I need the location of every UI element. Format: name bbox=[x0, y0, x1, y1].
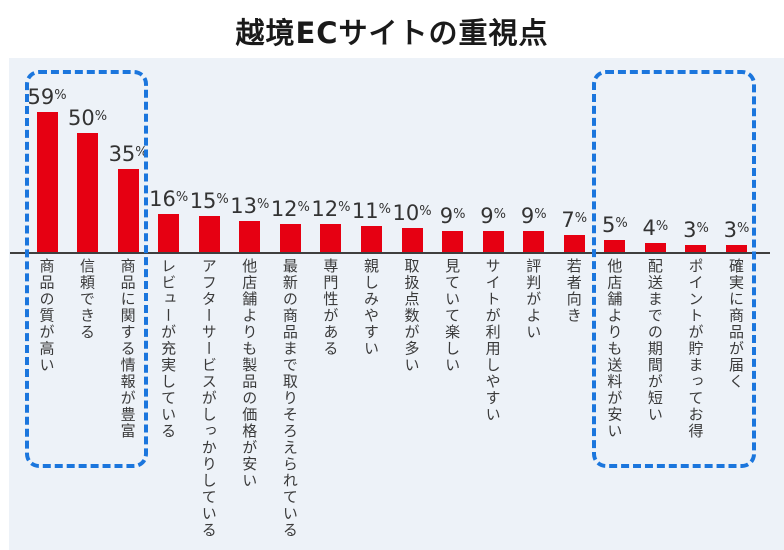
bar-value-number: 59 bbox=[27, 85, 55, 109]
category-label: 商品に関する情報が豊富 bbox=[118, 258, 137, 440]
percent-sign: % bbox=[534, 207, 547, 222]
category-label: 取扱点数が多い bbox=[402, 258, 421, 374]
bar-value-label: 16% bbox=[141, 189, 197, 210]
percent-sign: % bbox=[696, 221, 709, 236]
bar-value-label: 12% bbox=[303, 199, 359, 220]
bar bbox=[726, 245, 748, 252]
bar-value-number: 10 bbox=[392, 201, 420, 225]
category-label: 専門性がある bbox=[321, 258, 340, 357]
category-label: サイトが利用しやすい bbox=[483, 258, 502, 423]
chart-plot-area bbox=[9, 58, 784, 550]
bar-value-number: 4 bbox=[642, 216, 656, 240]
bar-value-number: 9 bbox=[480, 204, 494, 228]
bar bbox=[36, 112, 58, 252]
bar-value-label: 59% bbox=[19, 87, 75, 108]
bar-value-label: 7% bbox=[546, 210, 602, 231]
category-label: 評判がよい bbox=[524, 258, 543, 341]
percent-sign: % bbox=[574, 211, 588, 226]
percent-sign: % bbox=[493, 207, 507, 222]
bar-value-label: 3% bbox=[668, 220, 724, 241]
category-label: 見ていて楽しい bbox=[443, 258, 462, 374]
bar bbox=[563, 235, 585, 252]
percent-sign: % bbox=[256, 197, 270, 212]
bar bbox=[320, 224, 342, 252]
bar-value-number: 3 bbox=[723, 218, 738, 242]
bar-value-number: 12 bbox=[311, 197, 339, 221]
bar-value-number: 35 bbox=[108, 142, 136, 166]
category-label: 配送までの期間が短い bbox=[645, 258, 664, 423]
category-label: 商品の質が高い bbox=[37, 258, 56, 374]
category-label: 確実に商品が届く bbox=[727, 258, 746, 390]
percent-sign: % bbox=[655, 219, 669, 234]
bar-value-label: 9% bbox=[465, 206, 521, 227]
category-label: アフターサービスがしっかりしている bbox=[199, 258, 218, 539]
bar-value-label: 50% bbox=[60, 108, 116, 129]
bar bbox=[279, 224, 301, 252]
category-label: 最新の商品まで取りそろえられている bbox=[280, 258, 299, 539]
bar-value-number: 3 bbox=[683, 218, 697, 242]
percent-sign: % bbox=[54, 88, 67, 103]
percent-sign: % bbox=[453, 207, 466, 222]
bar-value-label: 9% bbox=[425, 206, 481, 227]
bar bbox=[239, 221, 261, 252]
bar-value-label: 35% bbox=[100, 144, 156, 165]
bar-value-label: 5% bbox=[587, 215, 643, 236]
bar bbox=[442, 231, 464, 252]
bar-value-label: 4% bbox=[627, 218, 683, 239]
bar bbox=[482, 231, 504, 252]
category-label: ポイントが貯まってお得 bbox=[686, 258, 705, 440]
bar-value-label: 12% bbox=[262, 199, 318, 220]
bar-value-label: 3% bbox=[709, 220, 765, 241]
bar bbox=[685, 245, 707, 252]
bar bbox=[523, 231, 545, 252]
bar bbox=[77, 133, 99, 252]
bar-value-label: 13% bbox=[222, 196, 278, 217]
bar bbox=[158, 214, 180, 252]
category-label: 信頼できる bbox=[78, 258, 97, 341]
category-label: 親しみやすい bbox=[361, 258, 380, 357]
bar bbox=[117, 169, 139, 252]
bar-value-number: 13 bbox=[230, 194, 257, 218]
percent-sign: % bbox=[297, 200, 310, 215]
percent-sign: % bbox=[419, 204, 432, 219]
bar-value-label: 10% bbox=[384, 203, 440, 224]
bar-value-number: 7 bbox=[561, 208, 575, 232]
percent-sign: % bbox=[216, 192, 229, 207]
bar-value-number: 9 bbox=[439, 204, 454, 228]
bar-value-number: 15 bbox=[189, 189, 217, 213]
bar-value-label: 11% bbox=[343, 201, 399, 222]
bar bbox=[644, 243, 666, 252]
bar-value-number: 12 bbox=[270, 197, 298, 221]
percent-sign: % bbox=[737, 221, 750, 236]
bar bbox=[198, 216, 220, 252]
percent-sign: % bbox=[615, 216, 628, 231]
bar-value-number: 16 bbox=[149, 187, 176, 211]
bar bbox=[604, 240, 626, 252]
bar-value-label: 15% bbox=[181, 191, 237, 212]
category-label: レビューが充実している bbox=[159, 258, 178, 440]
bar-value-number: 9 bbox=[520, 204, 535, 228]
percent-sign: % bbox=[135, 145, 148, 160]
chart-title: 越境ECサイトの重視点 bbox=[235, 16, 549, 50]
percent-sign: % bbox=[175, 190, 189, 205]
bar bbox=[360, 226, 382, 252]
category-label: 他店舗よりも製品の価格が安い bbox=[240, 258, 259, 489]
bar-value-number: 11 bbox=[351, 199, 379, 223]
percent-sign: % bbox=[378, 202, 392, 217]
bar-value-label: 9% bbox=[506, 206, 562, 227]
bar bbox=[401, 228, 423, 252]
bar-value-number: 5 bbox=[601, 213, 616, 237]
category-label: 若者向き bbox=[564, 258, 583, 324]
percent-sign: % bbox=[338, 200, 351, 215]
x-axis-line bbox=[10, 252, 770, 254]
percent-sign: % bbox=[94, 109, 108, 124]
bar-value-number: 50 bbox=[68, 106, 95, 130]
category-label: 他店舗よりも送料が安い bbox=[605, 258, 624, 440]
